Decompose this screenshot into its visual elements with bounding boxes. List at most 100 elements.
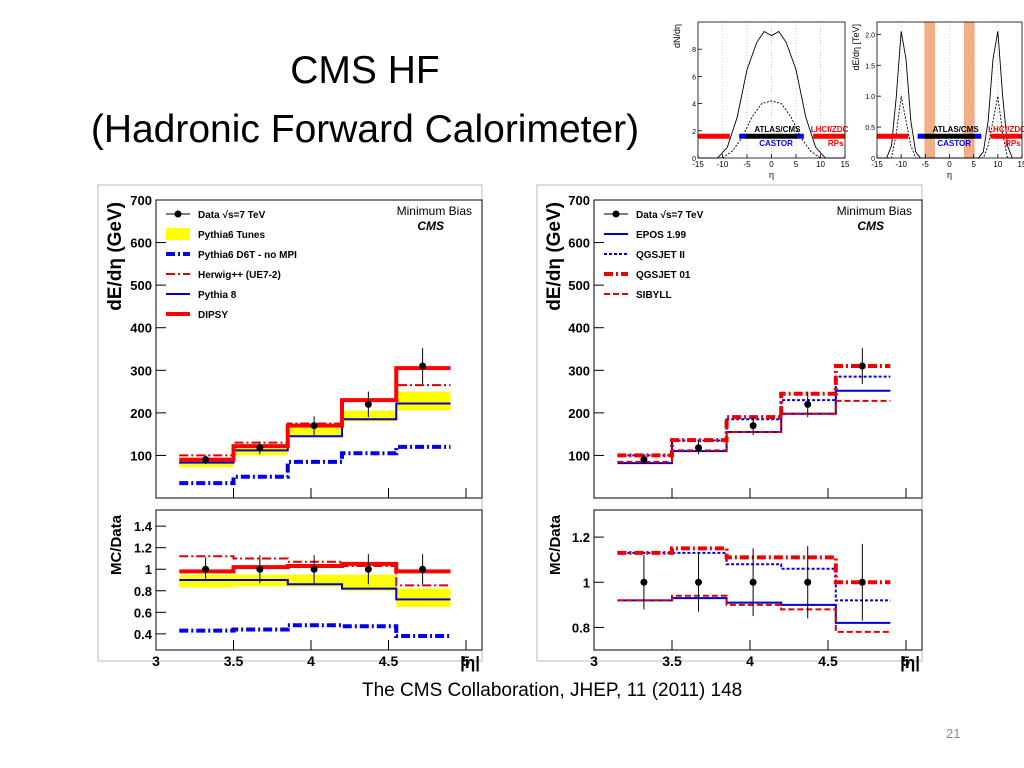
legend-label: Pythia 8: [198, 290, 237, 301]
castor-label: CASTOR: [759, 139, 793, 148]
ratio-point: [310, 565, 318, 573]
ratio-pad-border: [155, 509, 483, 651]
series-line-0: [179, 444, 451, 486]
inset-y-tick-label: 1.0: [865, 94, 875, 101]
rp-label: RPs: [828, 139, 844, 148]
y-tick-label: 700: [130, 193, 152, 208]
ratio-line-2: [179, 579, 451, 601]
y-axis-title: dE/dη (GeV): [105, 202, 126, 311]
inset-x-tick-label: -15: [692, 160, 704, 169]
castor-band: [964, 22, 975, 158]
x-tick-label: 4: [746, 653, 754, 669]
inset-x-tick-label: -5: [743, 160, 751, 169]
ratio-y-tick-label: 1.2: [134, 541, 152, 556]
atlas-label: ATLAS/CMS: [933, 125, 980, 134]
legend-label: Herwig++ (UE7-2): [198, 270, 281, 281]
data-point: [640, 456, 648, 464]
ratio-point: [640, 578, 648, 586]
x-tick-label: 5: [462, 653, 470, 669]
inset-curve: [698, 30, 845, 159]
y-tick-label: 100: [568, 448, 590, 463]
legend-label: DIPSY: [198, 310, 228, 321]
inset-x-tick-label: 5: [971, 160, 976, 169]
inset-x-tick-label: -15: [871, 160, 883, 169]
chart-inset-de: ATLAS/CMS LHCf/ZDC CASTOR RPs -15 -10 -5 0 5 10 15…: [851, 21, 1024, 180]
ratio-point: [804, 578, 812, 586]
inset-x-tick-label: -5: [922, 160, 930, 169]
legend-label: QGSJET 01: [636, 270, 691, 281]
legend-label: QGSJET II: [636, 250, 685, 261]
x-tick-label: 4.5: [818, 653, 838, 669]
ratio-pad: [594, 510, 922, 650]
legend-label: Pythia6 D6T - no MPI: [198, 250, 297, 261]
rp-label: RPs: [1005, 139, 1021, 148]
lhcf-label: LHCf/ZDC: [811, 125, 849, 134]
inset-x-title: η: [947, 170, 952, 180]
inset-y-tick-label: 6: [692, 74, 696, 81]
ratio-line-2: [617, 546, 891, 585]
ratio-y-tick-label: 0.6: [134, 605, 152, 620]
inset-y-title: dE/dη [TeV]: [851, 24, 861, 71]
chart-inset-dn: ATLAS/CMS LHCf/ZDC CASTOR RPs -15 -10 -5 0 5 10 15…: [672, 21, 850, 180]
data-point: [419, 362, 427, 370]
inset-y-title: dN/dη: [672, 24, 682, 48]
x-axis-title: |η|: [900, 653, 920, 672]
inset-y-tick-label: 2: [692, 129, 696, 136]
castor-label: CASTOR: [937, 139, 971, 148]
inset-x-tick-label: 10: [816, 160, 825, 169]
legend-label: EPOS 1.99: [636, 230, 686, 241]
y-tick-label: 200: [130, 406, 152, 421]
main-pad-border: [593, 199, 923, 499]
legend-label: Data √s=7 TeV: [198, 210, 266, 221]
x-tick-label: 4: [307, 653, 315, 669]
ratio-y-tick-label: 0.4: [134, 627, 153, 642]
series-line-2: [617, 364, 891, 458]
ratio-y-tick-label: 1.4: [134, 519, 153, 534]
main-pad: [594, 200, 922, 498]
legend-marker: [612, 210, 620, 218]
x-tick-label: 5: [902, 653, 910, 669]
band-bin: [287, 427, 342, 437]
ratio-y-tick-label: 1.2: [572, 530, 590, 545]
data-point: [804, 400, 812, 408]
inset-x-title: η: [769, 170, 774, 180]
data-point: [256, 444, 264, 452]
data-point: [310, 422, 318, 430]
main-pad: [156, 200, 482, 498]
ratio-line-0: [179, 623, 451, 638]
corner-label: Minimum Bias: [837, 204, 912, 218]
y-tick-label: 400: [130, 321, 152, 336]
legend-label: Data √s=7 TeV: [636, 210, 704, 221]
inset-curve-dotted: [698, 100, 845, 159]
chart-left: 100 200 300 400 500 600 700 0.4 0.6 0.8 1 1.2 1.4 3 3.…: [97, 184, 483, 672]
y-tick-label: 300: [568, 363, 590, 378]
legend-swatch: [166, 228, 190, 240]
data-point: [202, 456, 210, 464]
data-point: [749, 422, 757, 430]
y-tick-label: 100: [130, 448, 152, 463]
ratio-y-axis-title: MC/Data: [547, 514, 564, 575]
ratio-line-3: [617, 594, 891, 633]
inset-x-tick-label: 15: [1018, 160, 1024, 169]
ratio-point: [202, 565, 210, 573]
y-tick-label: 500: [130, 278, 152, 293]
ratio-y-tick-label: 0.8: [134, 584, 152, 599]
y-tick-label: 700: [568, 193, 590, 208]
slide-title: CMS HF: [290, 49, 440, 92]
inset-y-tick-label: 0: [871, 156, 875, 163]
ratio-point: [858, 578, 866, 586]
citation: The CMS Collaboration, JHEP, 11 (2011) 1…: [362, 680, 743, 701]
inset-y-tick-label: 2.0: [865, 32, 875, 39]
corner-label: Minimum Bias: [397, 204, 472, 218]
data-point: [364, 400, 372, 408]
ratio-y-axis-title: MC/Data: [108, 514, 125, 575]
cms-label: CMS: [417, 219, 444, 233]
slide-subtitle: (Hadronic Forward Calorimeter): [90, 108, 640, 151]
ratio-line-1: [617, 551, 891, 602]
inset-x-tick-label: 10: [993, 160, 1002, 169]
atlas-label: ATLAS/CMS: [754, 125, 801, 134]
y-tick-label: 400: [568, 321, 590, 336]
y-tick-label: 500: [568, 278, 590, 293]
band-bin: [179, 460, 234, 468]
